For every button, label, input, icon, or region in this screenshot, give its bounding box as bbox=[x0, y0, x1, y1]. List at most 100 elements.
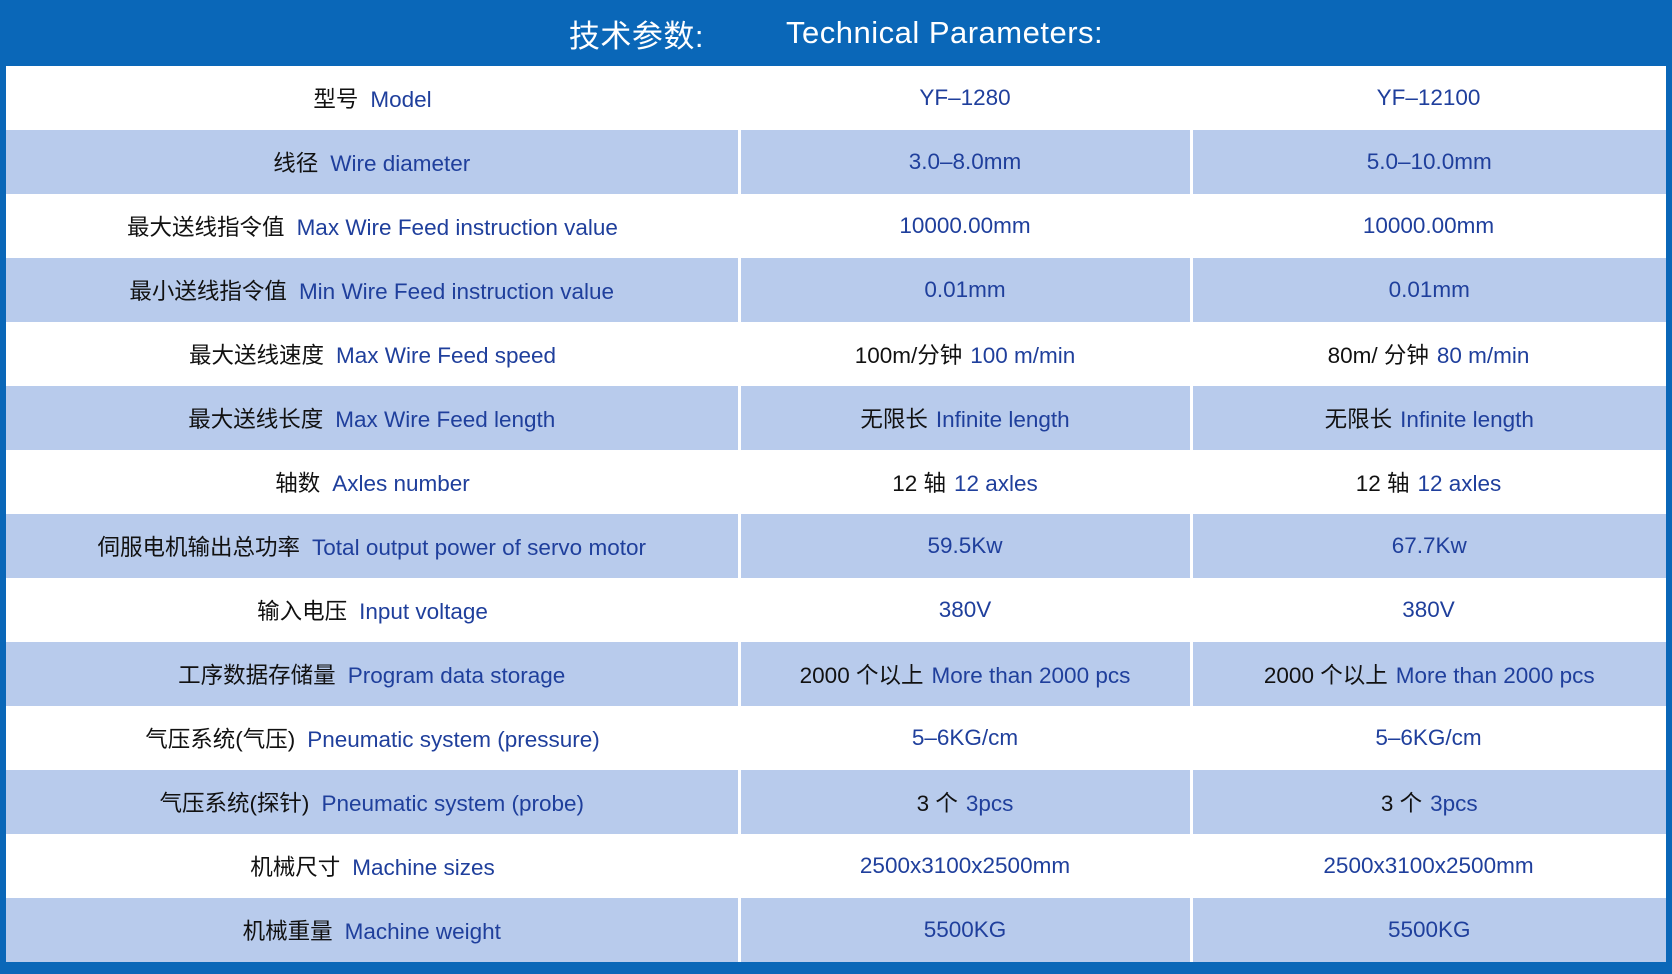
value-zh: 无限长 bbox=[1324, 407, 1393, 432]
table-row: 机械尺寸 Machine sizes 2500x3100x2500mm 2500x31… bbox=[6, 834, 1666, 898]
value-cell-yf12100: 67.7Kw bbox=[1191, 514, 1666, 578]
parameter-name-zh: 最大送线指令值 bbox=[127, 215, 285, 240]
parameter-name-en: Input voltage bbox=[359, 599, 488, 624]
value-en: 59.5Kw bbox=[927, 533, 1003, 558]
parameter-name-zh: 伺服电机输出总功率 bbox=[97, 535, 301, 560]
value-zh: 2000 个以上 bbox=[799, 663, 924, 688]
parameter-name-en: Machine sizes bbox=[352, 855, 495, 880]
parameter-name-en: Max Wire Feed instruction value bbox=[296, 215, 618, 240]
value-zh: 80m/ 分钟 bbox=[1327, 343, 1429, 368]
value-cell-yf1280: 5–6KG/cm bbox=[739, 706, 1191, 770]
value-cell-yf1280: 380V bbox=[739, 578, 1191, 642]
value-en: 5.0–10.0mm bbox=[1366, 149, 1492, 174]
parameter-name-en: Program data storage bbox=[347, 663, 566, 688]
table-row: 型号 Model YF–1280 YF–12100 bbox=[6, 66, 1666, 130]
table-row: 最大送线长度 Max Wire Feed length 无限长 Infinite le… bbox=[6, 386, 1666, 450]
value-en: 0.01mm bbox=[1388, 277, 1470, 302]
value-en: Infinite length bbox=[1400, 407, 1534, 432]
value-cell-yf1280: 无限长 Infinite length bbox=[739, 386, 1193, 450]
value-zh: 3 个 bbox=[916, 791, 958, 816]
title-en: Technical Parameters: bbox=[785, 15, 1104, 50]
value-cell-yf1280: 3.0–8.0mm bbox=[739, 130, 1193, 194]
value-zh: 无限长 bbox=[860, 407, 928, 432]
value-cell-yf12100: 5–6KG/cm bbox=[1191, 706, 1666, 770]
title-zh: 技术参数: bbox=[568, 18, 704, 54]
value-en: 2500x3100x2500mm bbox=[859, 853, 1071, 878]
value-en: 5500KG bbox=[1387, 917, 1471, 942]
parameter-name-zh: 机械尺寸 bbox=[250, 855, 341, 880]
parameter-name-en: Axles number bbox=[332, 471, 470, 496]
parameter-name-cell: 伺服电机输出总功率 Total output power of servo mot… bbox=[6, 514, 741, 578]
value-en: 10000.00mm bbox=[1362, 213, 1495, 238]
parameter-name-zh: 线径 bbox=[273, 151, 319, 176]
value-en: 12 axles bbox=[1417, 471, 1502, 496]
value-cell-yf12100: 2500x3100x2500mm bbox=[1191, 834, 1666, 898]
value-cell-yf12100: 380V bbox=[1191, 578, 1666, 642]
parameter-name-zh: 最大送线速度 bbox=[188, 343, 324, 368]
value-zh: 12 轴 bbox=[1355, 471, 1410, 496]
table-row: 轴数 Axles number 12 轴 12 axles 12 轴 12 axles bbox=[6, 450, 1666, 514]
parameter-name-en: Min Wire Feed instruction value bbox=[298, 279, 615, 304]
value-cell-yf1280: 10000.00mm bbox=[739, 194, 1191, 258]
parameter-name-en: Pneumatic system (pressure) bbox=[307, 727, 600, 752]
value-cell-yf1280: 100m/分钟 100 m/min bbox=[739, 322, 1191, 386]
parameter-name-en: Pneumatic system (probe) bbox=[321, 791, 585, 816]
parameter-name-en: Model bbox=[370, 87, 432, 112]
table-row: 机械重量 Machine weight 5500KG 5500KG bbox=[6, 898, 1666, 962]
parameter-name-cell: 线径 Wire diameter bbox=[6, 130, 741, 194]
value-cell-yf1280: 5500KG bbox=[739, 898, 1193, 962]
value-en: 10000.00mm bbox=[899, 213, 1031, 238]
parameter-name-en: Wire diameter bbox=[330, 151, 471, 176]
parameter-name-zh: 机械重量 bbox=[242, 919, 333, 944]
table-row: 气压系统(气压) Pneumatic system (pressure) 5–6KG… bbox=[6, 706, 1666, 770]
parameter-name-cell: 输入电压 Input voltage bbox=[6, 578, 739, 642]
parameter-name-zh: 气压系统(气压) bbox=[145, 727, 296, 752]
value-cell-yf1280: 2000 个以上 More than 2000 pcs bbox=[739, 642, 1193, 706]
parameter-name-zh: 最小送线指令值 bbox=[129, 279, 287, 304]
value-cell-yf12100: 80m/ 分钟 80 m/min bbox=[1191, 322, 1666, 386]
parameter-name-cell: 型号 Model bbox=[6, 66, 739, 130]
value-cell-yf1280: 0.01mm bbox=[739, 258, 1193, 322]
value-cell-yf1280: 2500x3100x2500mm bbox=[739, 834, 1191, 898]
value-en: 3pcs bbox=[965, 791, 1014, 816]
parameter-name-cell: 气压系统(气压) Pneumatic system (pressure) bbox=[6, 706, 739, 770]
value-cell-yf12100: 3 个 3pcs bbox=[1191, 770, 1666, 834]
table-row: 伺服电机输出总功率 Total output power of servo mot… bbox=[6, 514, 1666, 578]
table-row: 最大送线指令值 Max Wire Feed instruction value 10… bbox=[6, 194, 1666, 258]
parameter-name-cell: 最大送线长度 Max Wire Feed length bbox=[6, 386, 741, 450]
value-cell-yf12100: 5500KG bbox=[1191, 898, 1666, 962]
parameter-name-zh: 最大送线长度 bbox=[188, 407, 324, 432]
value-en: More than 2000 pcs bbox=[931, 663, 1131, 688]
value-zh: 12 轴 bbox=[892, 471, 946, 496]
value-zh: 2000 个以上 bbox=[1263, 663, 1388, 688]
parameter-name-cell: 气压系统(探针) Pneumatic system (probe) bbox=[6, 770, 741, 834]
value-zh: 100m/分钟 bbox=[854, 343, 963, 368]
parameter-name-zh: 输入电压 bbox=[257, 599, 348, 624]
value-en: 380V bbox=[938, 597, 992, 622]
parameter-name-cell: 机械重量 Machine weight bbox=[6, 898, 741, 962]
value-cell-yf12100: 2000 个以上 More than 2000 pcs bbox=[1191, 642, 1666, 706]
parameter-name-zh: 轴数 bbox=[275, 471, 321, 496]
value-en: 380V bbox=[1402, 597, 1455, 622]
parameter-name-cell: 最小送线指令值 Min Wire Feed instruction value bbox=[6, 258, 741, 322]
value-cell-yf1280: 12 轴 12 axles bbox=[739, 450, 1191, 514]
value-en: YF–12100 bbox=[1376, 85, 1481, 110]
value-en: 5–6KG/cm bbox=[1375, 725, 1482, 750]
parameter-name-en: Total output power of servo motor bbox=[312, 535, 646, 560]
value-cell-yf12100: 12 轴 12 axles bbox=[1191, 450, 1666, 514]
parameter-name-en: Max Wire Feed length bbox=[335, 407, 556, 432]
parameter-name-cell: 轴数 Axles number bbox=[6, 450, 739, 514]
table-row: 工序数据存储量 Program data storage 2000 个以上 More … bbox=[6, 642, 1666, 706]
parameter-name-en: Machine weight bbox=[344, 919, 501, 944]
parameter-name-cell: 工序数据存储量 Program data storage bbox=[6, 642, 741, 706]
value-en: 12 axles bbox=[953, 471, 1038, 496]
value-en: 0.01mm bbox=[924, 277, 1006, 302]
value-en: 67.7Kw bbox=[1391, 533, 1467, 558]
table-row: 最大送线速度 Max Wire Feed speed 100m/分钟 100 m/mi… bbox=[6, 322, 1666, 386]
value-en: Infinite length bbox=[935, 407, 1070, 432]
parameter-name-zh: 气压系统(探针) bbox=[159, 791, 310, 816]
table-row: 气压系统(探针) Pneumatic system (probe) 3 个 3pcs 3… bbox=[6, 770, 1666, 834]
value-en: 2500x3100x2500mm bbox=[1323, 853, 1534, 878]
table-row: 线径 Wire diameter 3.0–8.0mm 5.0–10.0mm bbox=[6, 130, 1666, 194]
